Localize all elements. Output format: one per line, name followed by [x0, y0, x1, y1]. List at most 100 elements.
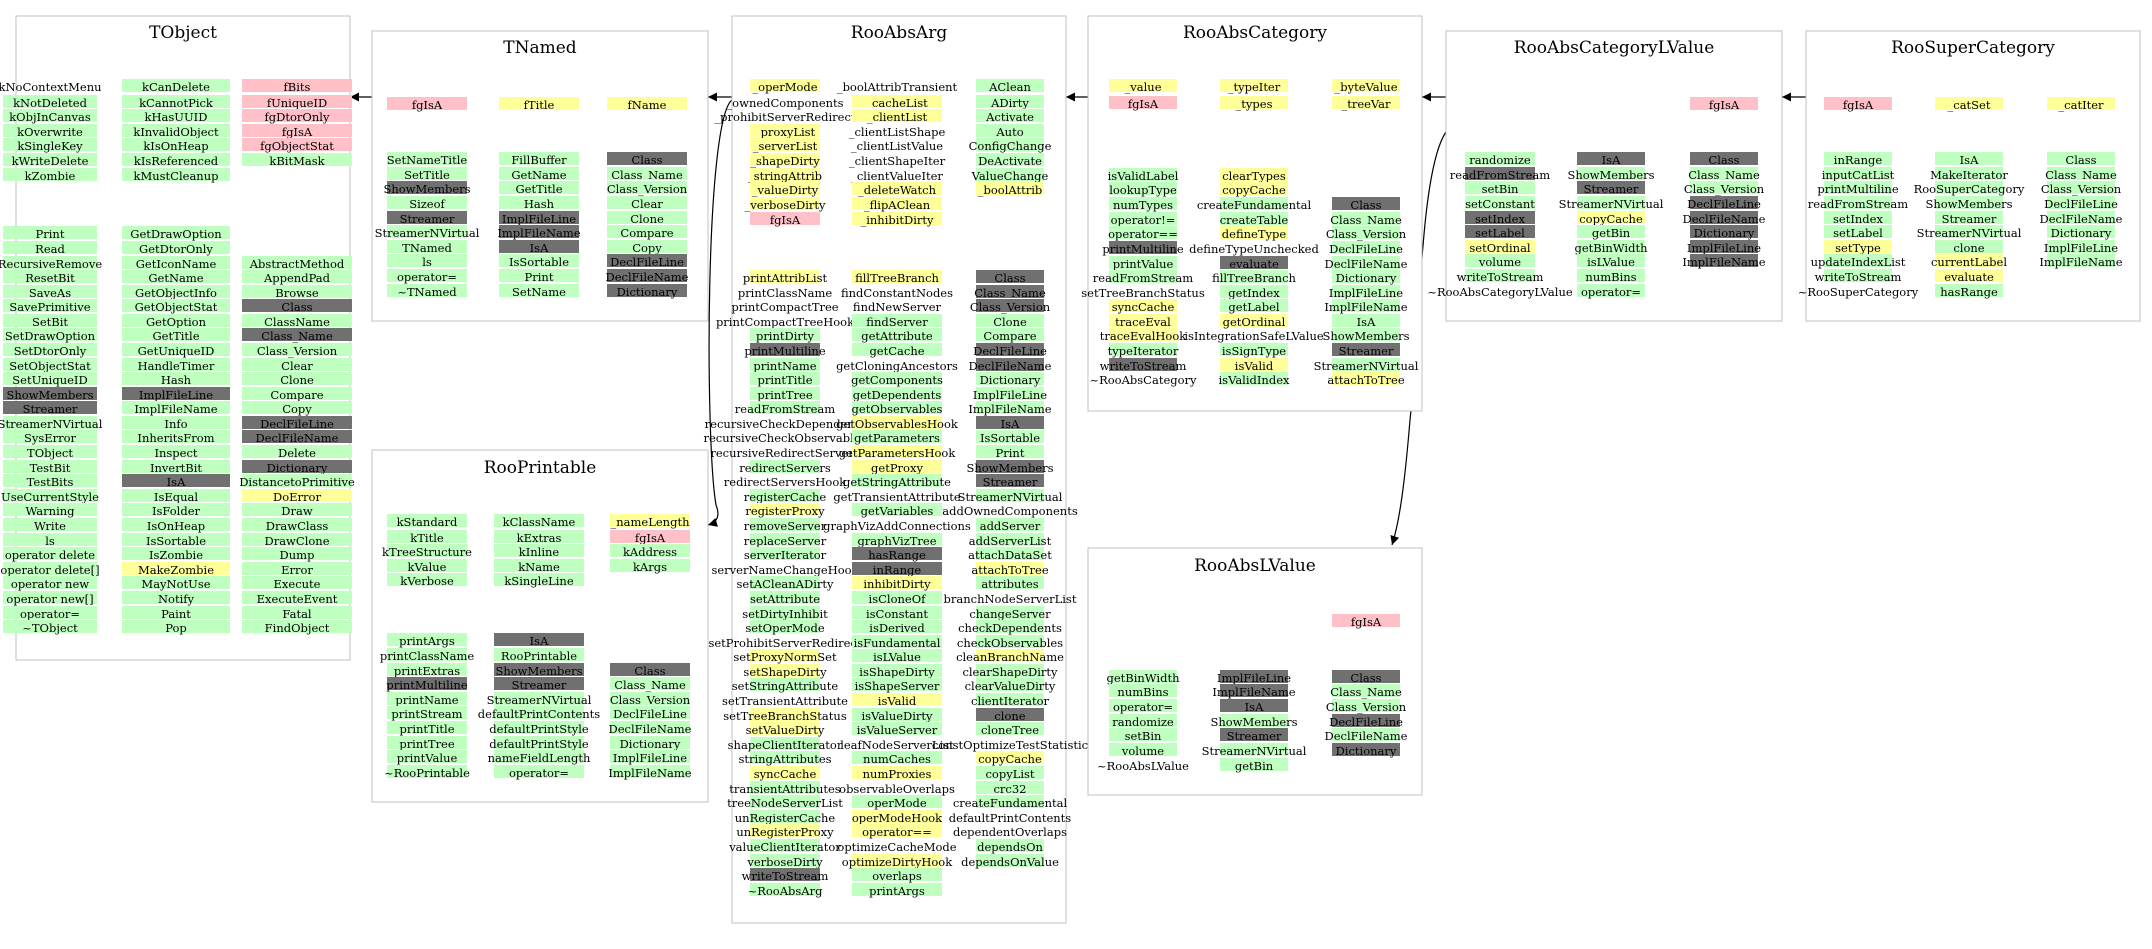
member-highlight: [1935, 181, 2003, 194]
member-declfilename: DeclFileName: [606, 270, 689, 284]
member-highlight: [1220, 758, 1288, 771]
member-highlight: [852, 883, 942, 896]
member-declfileline: DeclFileLine: [260, 417, 334, 431]
member-highlight: [242, 445, 352, 458]
member-tobject: ~TObject: [22, 621, 78, 635]
member-setacleanadirty: setACleanADirty: [737, 577, 835, 591]
member-highlight: [1935, 152, 2003, 165]
member-recursiveremove: RecursiveRemove: [0, 257, 102, 271]
member-highlight: [750, 212, 820, 225]
member-findconstantnodes: findConstantNodes: [841, 286, 953, 300]
member-printmultiline: printMultiline: [1102, 242, 1183, 256]
member-highlight: [387, 736, 467, 749]
member-checkobservables: checkObservables: [957, 636, 1063, 650]
member-implfileline: ImplFileLine: [613, 751, 687, 765]
member-getindex: getIndex: [1228, 286, 1280, 300]
member-dependentoverlaps: dependentOverlaps: [953, 825, 1067, 839]
member-fgobjectstat: fgObjectStat: [260, 139, 334, 153]
member-highlight: [2047, 196, 2115, 209]
member-highlight: [3, 562, 97, 575]
member-highlight: [3, 401, 97, 414]
member-getoption: GetOption: [146, 315, 207, 329]
member-printstream: printStream: [391, 707, 462, 721]
member-invertbit: InvertBit: [150, 461, 202, 475]
member-highlight: [3, 547, 97, 560]
member-declfileline: DeclFileLine: [973, 344, 1047, 358]
member-ownedcomponents: _ownedComponents: [726, 96, 843, 110]
member-highlight: [1577, 254, 1645, 267]
member-highlight: [242, 95, 352, 108]
member-highlight: [387, 225, 467, 238]
member-fillbuffer: FillBuffer: [511, 153, 567, 167]
member-highlight: [852, 649, 942, 662]
member-observableoverlaps: observableOverlaps: [839, 782, 955, 796]
member-highlight: [2047, 97, 2115, 110]
member-highlight: [122, 591, 230, 604]
member-highlight: [122, 474, 230, 487]
member-highlight: [1690, 97, 1758, 110]
member-dictionary: Dictionary: [1336, 271, 1397, 285]
member-streamernvirtual: StreamerNVirtual: [375, 226, 480, 240]
member-writetostream: writeToStream: [1100, 359, 1187, 373]
member-typeiter: _typeIter: [1228, 80, 1281, 94]
member-declfileline: DeclFileLine: [610, 255, 684, 269]
member-printdirty: printDirty: [756, 329, 815, 343]
member-highlight: [242, 606, 352, 619]
member-clientvalueiter: _clientValueIter: [851, 169, 943, 183]
member-highlight: [3, 138, 97, 151]
member-browse: Browse: [275, 286, 319, 300]
member-highlight: [852, 824, 942, 837]
member-copy: Copy: [282, 402, 312, 416]
member-highlight: [1935, 254, 2003, 267]
member-highlight: [852, 197, 942, 210]
member-streamernvirtual: StreamerNVirtual: [1917, 226, 2022, 240]
member-getobjectstat: GetObjectStat: [135, 300, 218, 314]
member-showmembers: ShowMembers: [1210, 715, 1297, 729]
member-findserver: findServer: [866, 315, 928, 329]
member-highlight: [976, 124, 1044, 137]
member-unregistercache: unRegisterCache: [735, 811, 836, 825]
member-highlight: [1109, 226, 1177, 239]
member-highlight: [122, 562, 230, 575]
member-cachelist: _cacheList: [866, 96, 928, 110]
member-highlight: [387, 633, 467, 646]
member-class-name: Class_Name: [1330, 213, 1402, 227]
member-highlight: [852, 416, 942, 429]
member-showmembers: ShowMembers: [1322, 329, 1409, 343]
member-dependson: dependsOn: [977, 840, 1043, 854]
member-class-version: Class_Version: [2041, 182, 2122, 196]
member-highlight: [122, 79, 230, 92]
member-randomize: randomize: [1112, 715, 1174, 729]
member-highlight: [1109, 699, 1177, 712]
member-highlight: [387, 181, 467, 194]
member-printcompacttreehook: printCompactTreeHook: [716, 315, 855, 329]
member-highlight: [242, 620, 352, 633]
member-highlight: [750, 620, 820, 633]
member-highlight: [387, 692, 467, 705]
member-verbosedirty: _verboseDirty: [744, 198, 826, 212]
member-implfileline: ImplFileLine: [139, 388, 213, 402]
member-class: Class: [281, 300, 312, 314]
member-islvalue: isLValue: [873, 650, 921, 664]
member-streamer: Streamer: [1584, 182, 1639, 196]
member-highlight: [1220, 226, 1288, 239]
member-highlight: [976, 562, 1044, 575]
member-highlight: [750, 766, 820, 779]
member-ls: ls: [45, 534, 55, 548]
member-highlight: [1577, 167, 1645, 180]
member-class: Class: [1350, 671, 1381, 685]
member-highlight: [1577, 181, 1645, 194]
member-highlight: [976, 285, 1044, 298]
member-highlight: [2047, 225, 2115, 238]
member-findnewserver: findNewServer: [853, 300, 942, 314]
member-highlight: [387, 573, 467, 586]
member-print: Print: [36, 227, 65, 241]
member-highlight: [607, 181, 687, 194]
member-highlight: [610, 544, 690, 557]
member-rooabscategory: ~RooAbsCategory: [1089, 373, 1197, 387]
member-highlight: [852, 795, 942, 808]
member-roosupercategory: ~RooSuperCategory: [1798, 285, 1919, 299]
member-createtable: createTable: [1220, 213, 1289, 227]
member-write: Write: [34, 519, 66, 533]
member-highlight: [976, 153, 1044, 166]
